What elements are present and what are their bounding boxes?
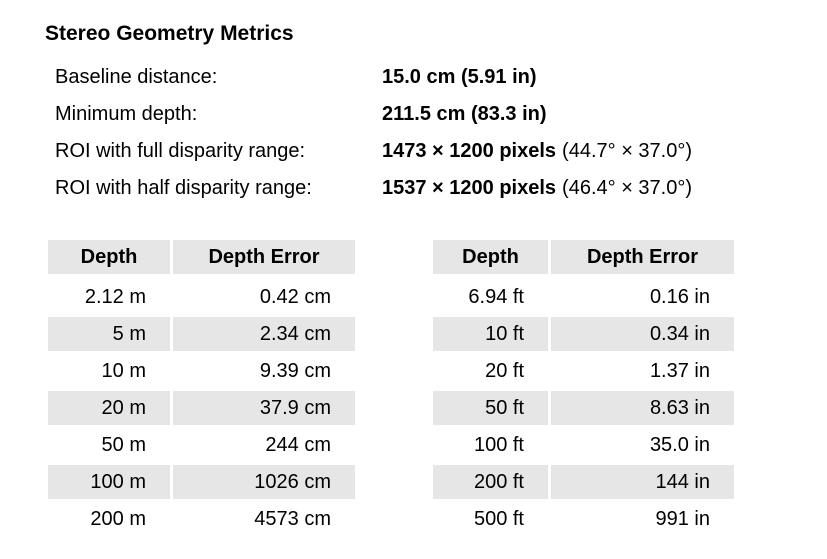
depth-error-cell: 1.37 in bbox=[551, 351, 734, 388]
depth-error-cell: 0.16 in bbox=[551, 277, 734, 314]
table-row: 50 m 244 cm bbox=[48, 425, 355, 462]
depth-cell: 500 ft bbox=[433, 499, 551, 536]
table-row: 20 m 37.9 cm bbox=[48, 388, 355, 425]
depth-cell: 20 ft bbox=[433, 351, 551, 388]
table-row: 10 m 9.39 cm bbox=[48, 351, 355, 388]
metric-value-main: 15.0 cm (5.91 in) bbox=[382, 66, 537, 88]
column-header-depth-error: Depth Error bbox=[173, 240, 355, 277]
table-row: 100 m 1026 cm bbox=[48, 462, 355, 499]
table-row: 100 ft 35.0 in bbox=[433, 425, 734, 462]
metric-baseline-distance: Baseline distance: 15.0 cm (5.91 in) bbox=[55, 59, 692, 96]
page-title: Stereo Geometry Metrics bbox=[45, 22, 294, 45]
depth-error-cell: 144 in bbox=[551, 462, 734, 499]
depth-cell: 20 m bbox=[48, 388, 173, 425]
table-row: 500 ft 991 in bbox=[433, 499, 734, 536]
depth-cell: 10 ft bbox=[433, 314, 551, 351]
depth-cell: 5 m bbox=[48, 314, 173, 351]
depth-error-cell: 0.42 cm bbox=[173, 277, 355, 314]
metric-value: 1473 × 1200 pixels (44.7° × 37.0°) bbox=[382, 140, 692, 163]
table-row: 50 ft 8.63 in bbox=[433, 388, 734, 425]
depth-cell: 50 ft bbox=[433, 388, 551, 425]
depth-error-cell: 244 cm bbox=[173, 425, 355, 462]
table-row: 5 m 2.34 cm bbox=[48, 314, 355, 351]
metric-value-angle: (46.4° × 37.0°) bbox=[562, 177, 693, 199]
depth-cell: 100 ft bbox=[433, 425, 551, 462]
metric-label: Baseline distance: bbox=[55, 66, 218, 88]
column-header-depth: Depth bbox=[433, 240, 551, 277]
metric-label: ROI with half disparity range: bbox=[55, 177, 312, 199]
depth-error-cell: 35.0 in bbox=[551, 425, 734, 462]
depth-cell: 200 m bbox=[48, 499, 173, 536]
depth-error-cell: 9.39 cm bbox=[173, 351, 355, 388]
depth-cell: 2.12 m bbox=[48, 277, 173, 314]
depth-error-cell: 0.34 in bbox=[551, 314, 734, 351]
column-header-depth: Depth bbox=[48, 240, 173, 277]
metric-roi-half-disparity: ROI with half disparity range: 1537 × 12… bbox=[55, 170, 692, 207]
table-row: 20 ft 1.37 in bbox=[433, 351, 734, 388]
metric-minimum-depth: Minimum depth: 211.5 cm (83.3 in) bbox=[55, 96, 692, 133]
depth-cell: 10 m bbox=[48, 351, 173, 388]
metric-roi-full-disparity: ROI with full disparity range: 1473 × 12… bbox=[55, 133, 692, 170]
depth-error-cell: 4573 cm bbox=[173, 499, 355, 536]
metric-value: 211.5 cm (83.3 in) bbox=[382, 103, 547, 126]
depth-error-cell: 991 in bbox=[551, 499, 734, 536]
metric-value-main: 1473 × 1200 pixels bbox=[382, 140, 557, 162]
depth-cell: 200 ft bbox=[433, 462, 551, 499]
depth-error-cell: 1026 cm bbox=[173, 462, 355, 499]
column-header-depth-error: Depth Error bbox=[551, 240, 734, 277]
metric-value: 15.0 cm (5.91 in) bbox=[382, 66, 537, 89]
depth-cell: 100 m bbox=[48, 462, 173, 499]
metric-value: 1537 × 1200 pixels (46.4° × 37.0°) bbox=[382, 177, 692, 200]
table-header-row: Depth Depth Error bbox=[48, 240, 355, 277]
table-row: 6.94 ft 0.16 in bbox=[433, 277, 734, 314]
depth-error-cell: 2.34 cm bbox=[173, 314, 355, 351]
metric-label: ROI with full disparity range: bbox=[55, 140, 306, 162]
depth-error-cell: 37.9 cm bbox=[173, 388, 355, 425]
depth-error-cell: 8.63 in bbox=[551, 388, 734, 425]
metric-label: Minimum depth: bbox=[55, 103, 198, 125]
metric-value-main: 211.5 cm (83.3 in) bbox=[382, 103, 547, 125]
table-header-row: Depth Depth Error bbox=[433, 240, 734, 277]
depth-error-table-imperial: Depth Depth Error 6.94 ft 0.16 in 10 ft … bbox=[433, 240, 734, 536]
table-row: 2.12 m 0.42 cm bbox=[48, 277, 355, 314]
depth-error-table-metric: Depth Depth Error 2.12 m 0.42 cm 5 m 2.3… bbox=[48, 240, 355, 536]
metric-value-main: 1537 × 1200 pixels bbox=[382, 177, 557, 199]
metrics-list: Baseline distance: 15.0 cm (5.91 in) Min… bbox=[55, 59, 692, 207]
table-row: 200 m 4573 cm bbox=[48, 499, 355, 536]
table-row: 10 ft 0.34 in bbox=[433, 314, 734, 351]
table-row: 200 ft 144 in bbox=[433, 462, 734, 499]
metric-value-angle: (44.7° × 37.0°) bbox=[562, 140, 693, 162]
depth-cell: 50 m bbox=[48, 425, 173, 462]
depth-cell: 6.94 ft bbox=[433, 277, 551, 314]
